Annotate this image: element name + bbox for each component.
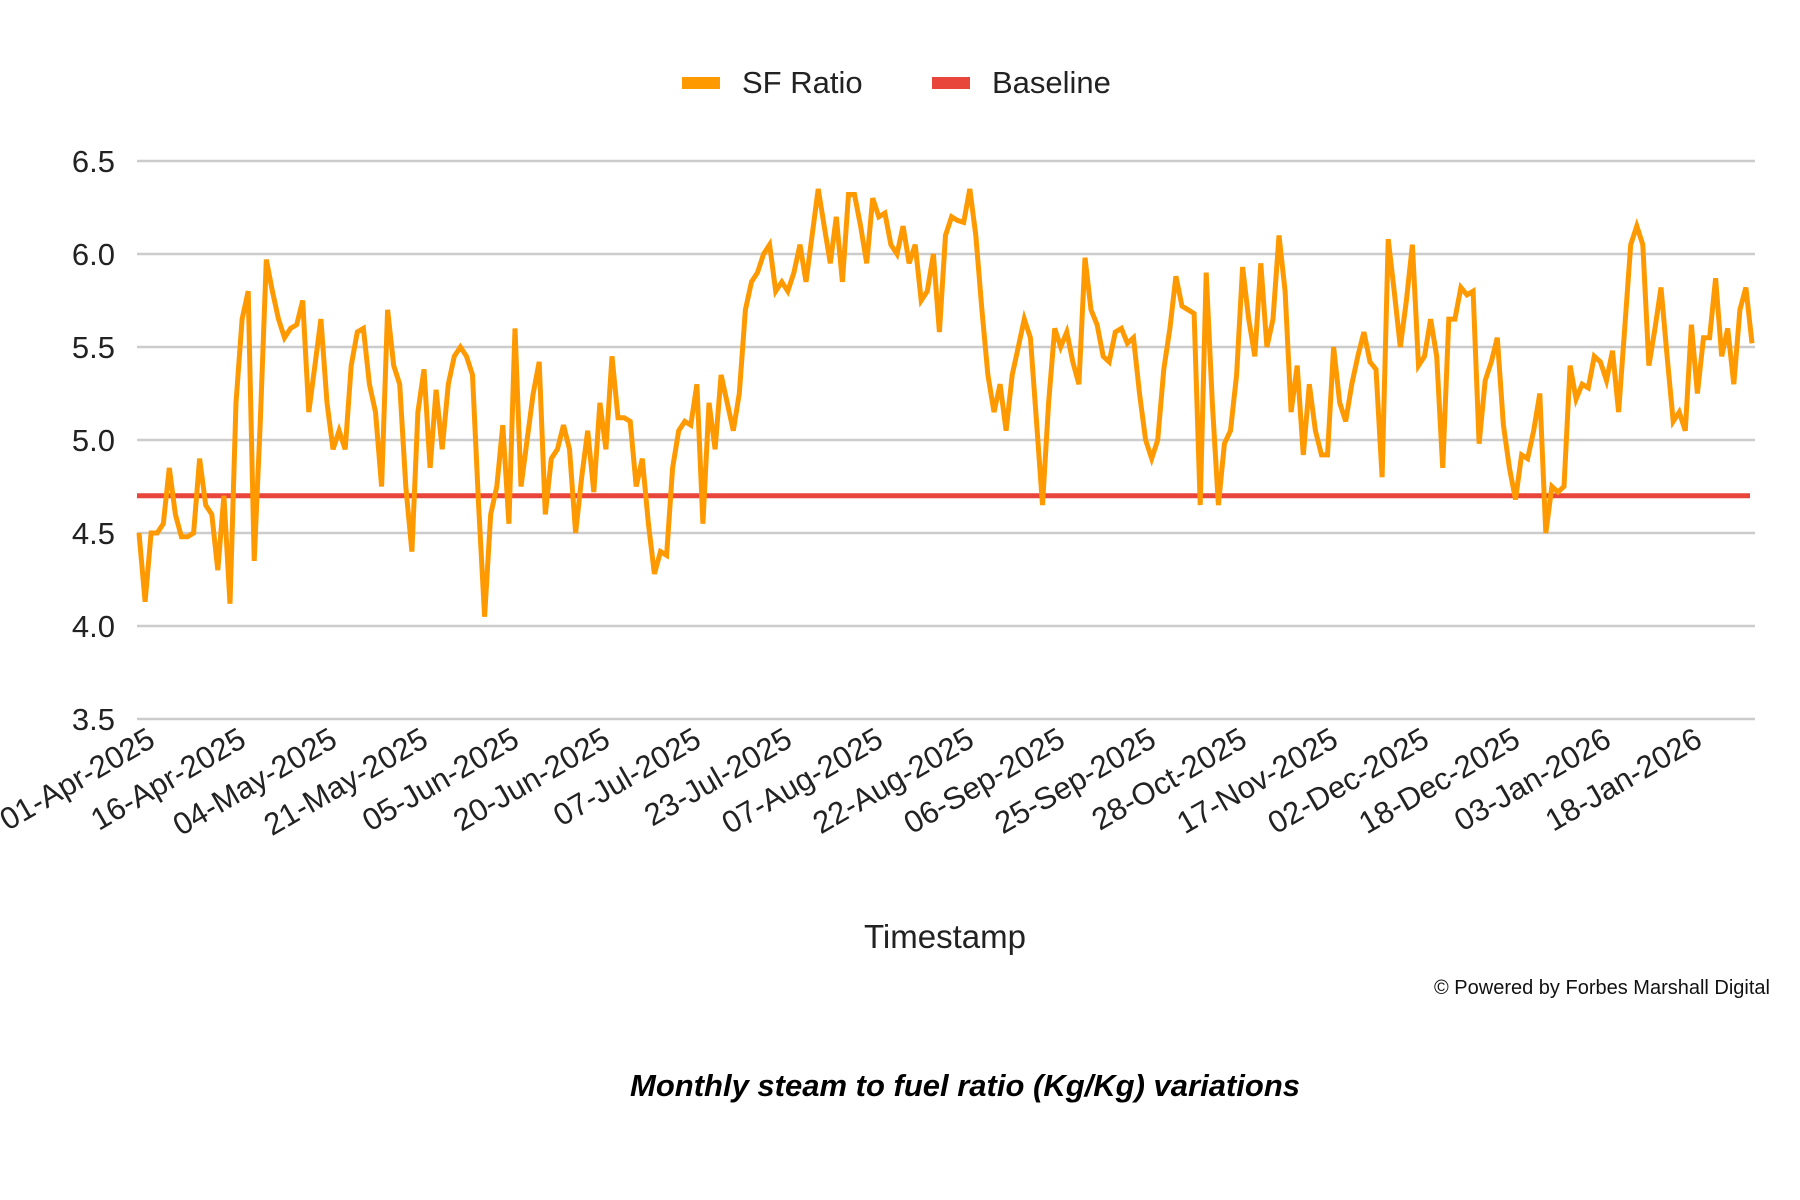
legend-swatch-baseline bbox=[932, 77, 970, 89]
y-tick-label: 3.5 bbox=[72, 702, 115, 737]
legend-label-baseline: Baseline bbox=[992, 65, 1111, 100]
gridlines bbox=[137, 159, 1755, 721]
sf-ratio-line bbox=[136, 188, 1755, 617]
powered-by-text: © Powered by Forbes Marshall Digital bbox=[1434, 977, 1770, 999]
legend-swatch-sf-ratio bbox=[682, 77, 720, 89]
y-axis-ticks: 6.5 6.0 5.5 5.0 4.5 4.0 3.5 bbox=[72, 144, 115, 737]
series-lines bbox=[136, 188, 1755, 617]
y-tick-label: 4.0 bbox=[72, 609, 115, 644]
chart-caption: Monthly steam to fuel ratio (Kg/Kg) vari… bbox=[630, 1068, 1300, 1103]
x-axis-ticks: 01-Apr-202516-Apr-202504-May-202521-May-… bbox=[0, 721, 1708, 843]
y-tick-label: 6.0 bbox=[72, 237, 115, 272]
y-tick-label: 4.5 bbox=[72, 516, 115, 551]
legend: SF Ratio Baseline bbox=[682, 65, 1111, 100]
y-tick-label: 5.0 bbox=[72, 423, 115, 458]
legend-label-sf-ratio: SF Ratio bbox=[742, 65, 863, 100]
y-tick-label: 5.5 bbox=[72, 330, 115, 365]
x-axis-title: Timestamp bbox=[864, 918, 1026, 955]
y-tick-label: 6.5 bbox=[72, 144, 115, 179]
